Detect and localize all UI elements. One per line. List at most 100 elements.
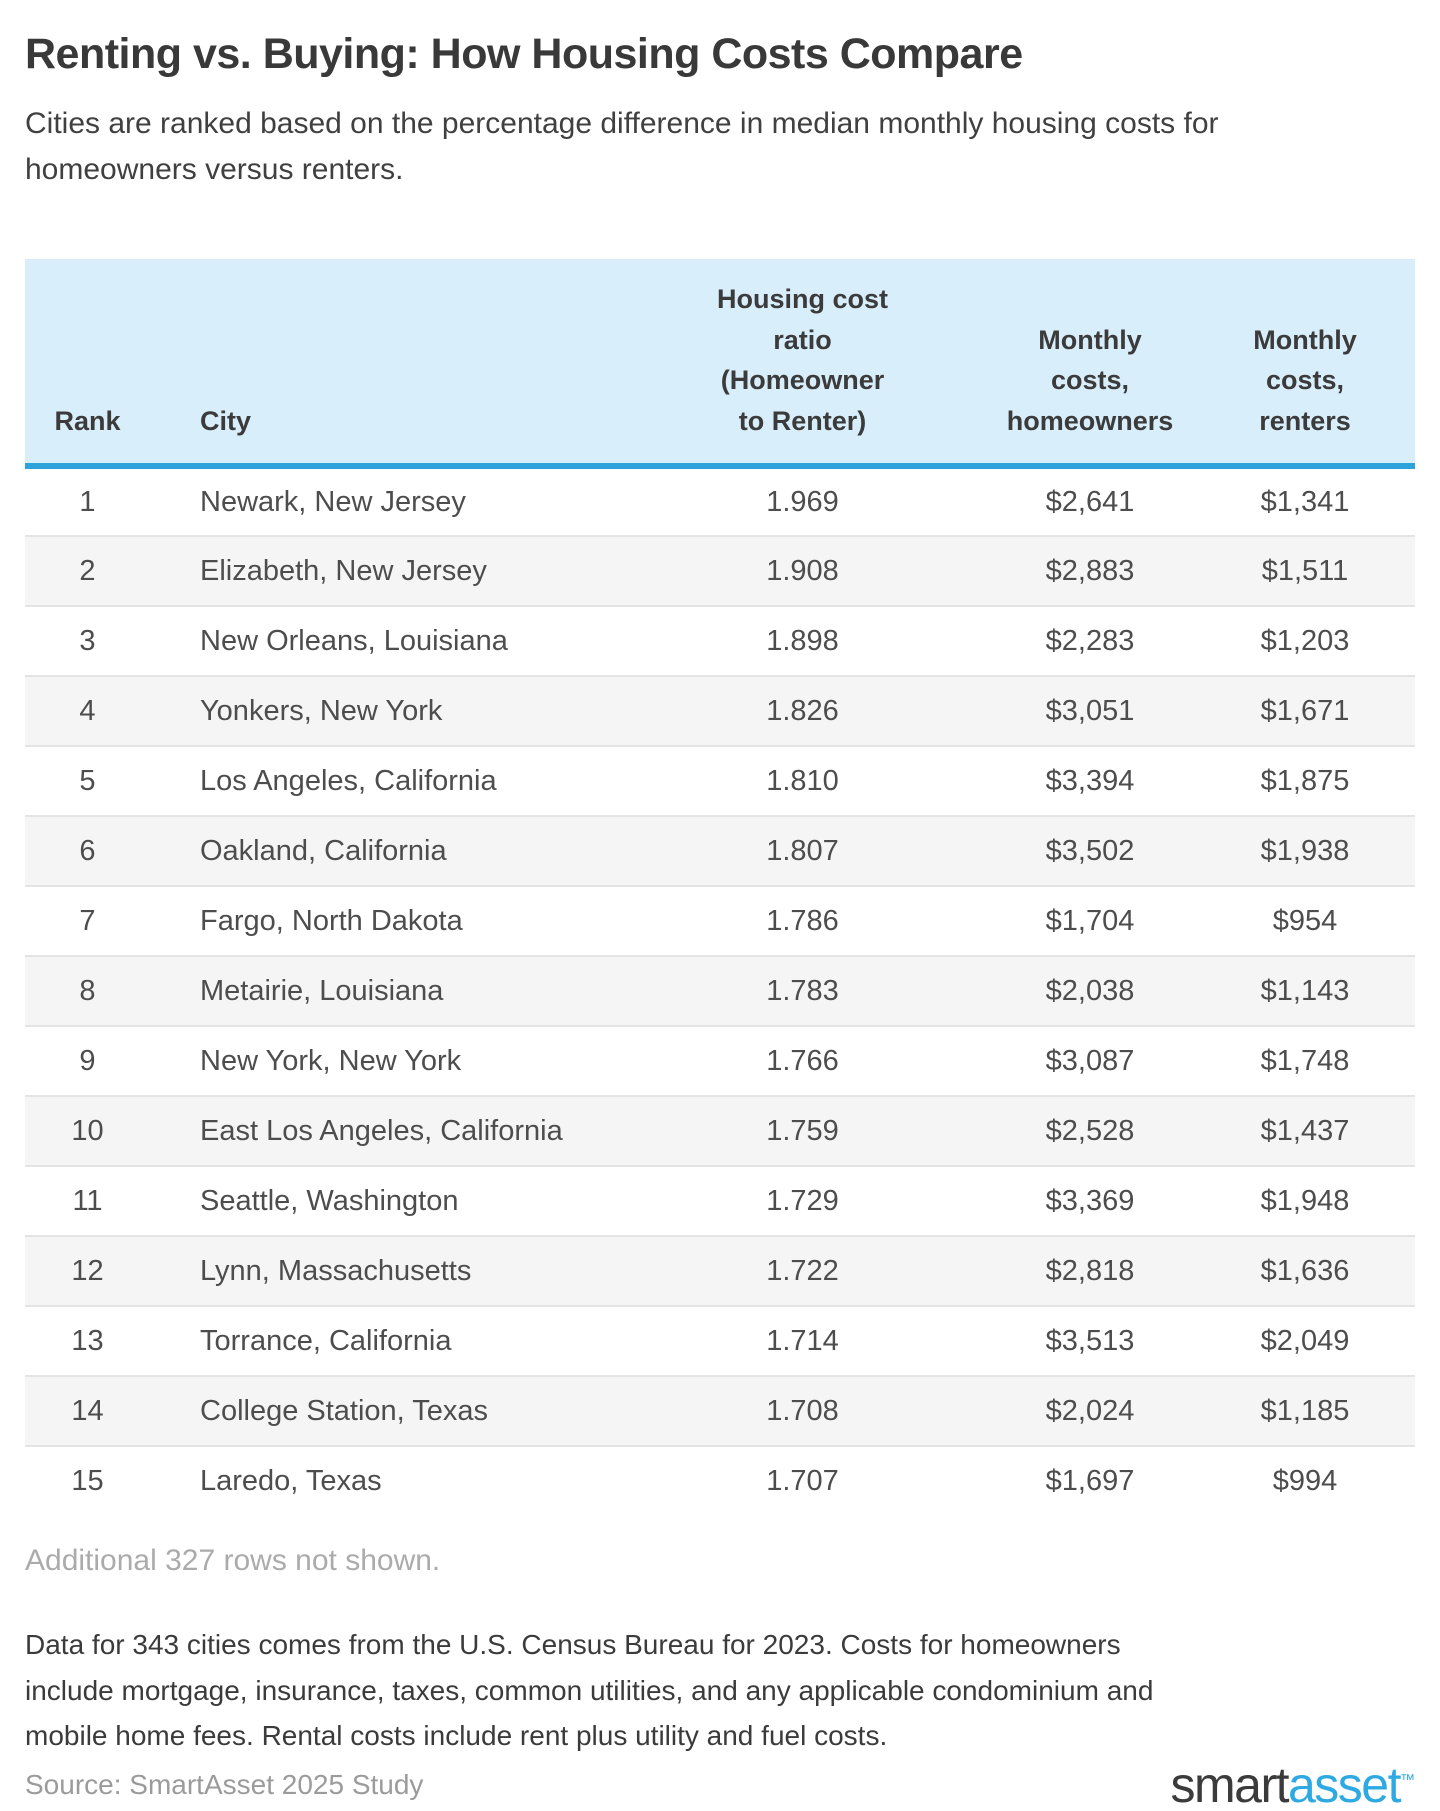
table-row: 10 East Los Angeles, California 1.759 $2,52… <box>25 1095 1415 1167</box>
ratio-cell: 1.707 <box>620 1445 985 1517</box>
rank-cell: 2 <box>25 535 150 607</box>
homeowner-costs-cell: $2,024 <box>985 1375 1195 1447</box>
table-body: 1 Newark, New Jersey 1.969 $2,641 $1,341 2 Eli… <box>25 466 1415 1517</box>
homeowner-costs-cell: $2,528 <box>985 1095 1195 1167</box>
table-row: 2 Elizabeth, New Jersey 1.908 $2,883 $1,511 <box>25 535 1415 607</box>
renter-costs-cell: $994 <box>1195 1445 1415 1517</box>
renter-costs-cell: $1,437 <box>1195 1095 1415 1167</box>
rank-cell: 4 <box>25 675 150 747</box>
logo-text-smart: smart <box>1170 1757 1289 1811</box>
table-row: 9 New York, New York 1.766 $3,087 $1,748 <box>25 1025 1415 1097</box>
city-cell: Oakland, California <box>150 815 620 887</box>
table-row: 1 Newark, New Jersey 1.969 $2,641 $1,341 <box>25 466 1415 536</box>
ratio-cell: 1.898 <box>620 605 985 677</box>
column-header-rank: Rank <box>25 259 150 470</box>
rank-cell: 11 <box>25 1165 150 1237</box>
table-header-row: Rank City Housing cost ratio (Homeowner … <box>25 259 1415 470</box>
table-header: Rank City Housing cost ratio (Homeowner … <box>25 259 1415 470</box>
city-cell: Seattle, Washington <box>150 1165 620 1237</box>
homeowner-costs-cell: $3,394 <box>985 745 1195 817</box>
renter-costs-cell: $1,748 <box>1195 1025 1415 1097</box>
city-cell: New Orleans, Louisiana <box>150 605 620 677</box>
homeowner-costs-cell: $3,087 <box>985 1025 1195 1097</box>
table-row: 11 Seattle, Washington 1.729 $3,369 $1,948 <box>25 1165 1415 1237</box>
table-row: 3 New Orleans, Louisiana 1.898 $2,283 $1,203 <box>25 605 1415 677</box>
city-cell: Yonkers, New York <box>150 675 620 747</box>
table-row: 5 Los Angeles, California 1.810 $3,394 $1,87… <box>25 745 1415 817</box>
renter-costs-cell: $954 <box>1195 885 1415 957</box>
table-row: 14 College Station, Texas 1.708 $2,024 $1,18… <box>25 1375 1415 1447</box>
logo-text-asset: asset <box>1287 1757 1402 1811</box>
source-credit: Source: SmartAsset 2025 Study <box>25 1769 424 1801</box>
housing-costs-table: Rank City Housing cost ratio (Homeowner … <box>25 259 1415 1517</box>
city-cell: Metairie, Louisiana <box>150 955 620 1027</box>
ratio-cell: 1.714 <box>620 1305 985 1377</box>
ratio-cell: 1.729 <box>620 1165 985 1237</box>
homeowner-costs-cell: $1,697 <box>985 1445 1195 1517</box>
ratio-cell: 1.766 <box>620 1025 985 1097</box>
city-cell: College Station, Texas <box>150 1375 620 1447</box>
homeowner-costs-cell: $2,283 <box>985 605 1195 677</box>
ratio-cell: 1.759 <box>620 1095 985 1167</box>
homeowner-costs-cell: $3,513 <box>985 1305 1195 1377</box>
logo-trademark-icon: ™ <box>1400 1771 1415 1789</box>
city-cell: Los Angeles, California <box>150 745 620 817</box>
rank-cell: 10 <box>25 1095 150 1167</box>
homeowner-costs-cell: $2,818 <box>985 1235 1195 1307</box>
ratio-cell: 1.969 <box>766 485 839 518</box>
rank-cell: 3 <box>25 605 150 677</box>
renter-costs-cell: $1,636 <box>1195 1235 1415 1307</box>
rank-cell: 1 <box>79 485 96 518</box>
homeowner-costs-cell: $1,704 <box>985 885 1195 957</box>
rank-cell: 9 <box>25 1025 150 1097</box>
homeowner-costs-cell: $2,038 <box>985 955 1195 1027</box>
ratio-cell: 1.908 <box>620 535 985 607</box>
ratio-cell: 1.722 <box>620 1235 985 1307</box>
rank-cell: 5 <box>25 745 150 817</box>
methodology-footnote: Data for 343 cities comes from the U.S. … <box>25 1629 1154 1751</box>
renter-costs-cell: $1,203 <box>1195 605 1415 677</box>
ratio-cell: 1.708 <box>620 1375 985 1447</box>
renter-costs-cell: $1,948 <box>1195 1165 1415 1237</box>
city-cell: East Los Angeles, California <box>150 1095 620 1167</box>
table-row: 15 Laredo, Texas 1.707 $1,697 $994 <box>25 1445 1415 1517</box>
column-header-homeowners: Monthly costs, homeowners <box>985 259 1195 470</box>
homeowner-costs-cell: $3,369 <box>985 1165 1195 1237</box>
rank-cell: 12 <box>25 1235 150 1307</box>
city-cell: Fargo, North Dakota <box>150 885 620 957</box>
ratio-cell: 1.783 <box>620 955 985 1027</box>
renter-costs-cell: $1,185 <box>1195 1375 1415 1447</box>
renter-costs-cell: $1,938 <box>1195 815 1415 887</box>
city-cell: Lynn, Massachusetts <box>150 1235 620 1307</box>
ratio-cell: 1.807 <box>620 815 985 887</box>
smartasset-logo: smartasset™ <box>1170 1760 1415 1810</box>
city-cell: Torrance, California <box>150 1305 620 1377</box>
renter-costs-cell: $1,143 <box>1195 955 1415 1027</box>
renter-costs-cell: $1,875 <box>1195 745 1415 817</box>
rank-cell: 8 <box>25 955 150 1027</box>
ratio-cell: 1.786 <box>620 885 985 957</box>
ratio-cell: 1.810 <box>620 745 985 817</box>
homeowner-costs-cell: $3,051 <box>985 675 1195 747</box>
page-footer: Source: SmartAsset 2025 Study smartasset… <box>25 1760 1415 1810</box>
rank-cell: 6 <box>25 815 150 887</box>
column-header-renters: Monthly costs, renters <box>1195 259 1415 470</box>
homeowner-costs-cell: $2,883 <box>985 535 1195 607</box>
column-header-ratio: Housing cost ratio (Homeowner to Renter) <box>620 259 985 470</box>
table-row: 6 Oakland, California 1.807 $3,502 $1,938 <box>25 815 1415 887</box>
city-cell: Elizabeth, New Jersey <box>150 535 620 607</box>
rank-cell: 15 <box>25 1445 150 1517</box>
table-row: 4 Yonkers, New York 1.826 $3,051 $1,671 <box>25 675 1415 747</box>
page-subtitle: Cities are ranked based on the percentag… <box>25 107 1219 187</box>
rank-cell: 7 <box>25 885 150 957</box>
ratio-cell: 1.826 <box>620 675 985 747</box>
table-row: 8 Metairie, Louisiana 1.783 $2,038 $1,143 <box>25 955 1415 1027</box>
page-title: Renting vs. Buying: How Housing Costs Co… <box>25 30 1023 78</box>
homeowner-costs-cell: $2,641 <box>1045 485 1135 518</box>
table-row: 7 Fargo, North Dakota 1.786 $1,704 $954 <box>25 885 1415 957</box>
table-row: 13 Torrance, California 1.714 $3,513 $2,049 <box>25 1305 1415 1377</box>
rank-cell: 14 <box>25 1375 150 1447</box>
homeowner-costs-cell: $3,502 <box>985 815 1195 887</box>
renter-costs-cell: $1,341 <box>1260 485 1350 518</box>
